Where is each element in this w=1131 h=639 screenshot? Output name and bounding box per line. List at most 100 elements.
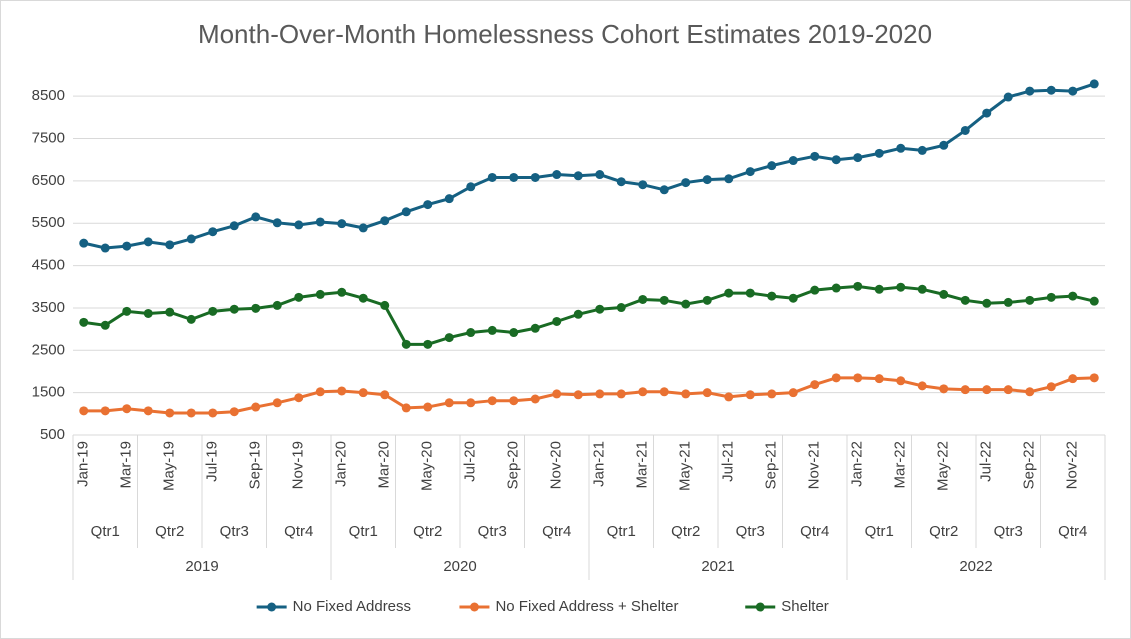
data-point [681,178,691,188]
data-point [1046,85,1056,95]
x-tick-label: Jul-19 [204,441,221,482]
data-point [509,172,519,182]
data-point [982,108,992,118]
data-point [165,307,175,317]
quarter-label: Qtr1 [349,523,378,540]
x-tick-label: May-20 [419,441,436,491]
data-point [702,175,712,185]
data-point [1025,387,1035,397]
data-point [1089,373,1099,383]
data-point [788,293,798,303]
data-point [186,234,196,244]
data-point [1046,292,1056,302]
data-point [831,283,841,293]
data-point [724,392,734,402]
quarter-label: Qtr2 [671,523,700,540]
data-point [337,287,347,297]
data-point [444,398,454,408]
data-point [767,291,777,301]
data-point [165,408,175,418]
data-point [401,339,411,349]
data-point [788,388,798,398]
year-label: 2021 [701,558,734,575]
data-point [272,300,282,310]
x-tick-label: Sep-22 [1021,441,1038,489]
data-point [294,220,304,230]
y-tick-label: 1500 [32,384,65,401]
data-point [122,241,132,251]
data-point [1068,86,1078,96]
data-point [208,227,218,237]
data-point [100,243,110,253]
data-point [1089,79,1099,89]
data-point [315,387,325,397]
data-point [573,309,583,319]
data-point [251,402,261,412]
data-point [638,180,648,190]
data-point [487,172,497,182]
data-point [208,408,218,418]
data-point [917,145,927,155]
data-point [853,153,863,163]
data-point [831,155,841,165]
data-point [1025,86,1035,96]
year-label: 2020 [443,558,476,575]
legend-label: No Fixed Address + Shelter [495,598,678,615]
data-point [960,295,970,305]
data-point [573,171,583,181]
year-label: 2022 [959,558,992,575]
data-point [1089,296,1099,306]
data-point [659,185,669,195]
quarter-label: Qtr1 [607,523,636,540]
quarter-label: Qtr3 [736,523,765,540]
data-point [702,388,712,398]
data-point [358,223,368,233]
y-tick-label: 3500 [32,299,65,316]
data-point [982,385,992,395]
quarter-label: Qtr4 [800,523,829,540]
chart-title: Month-Over-Month Homelessness Cohort Est… [198,19,932,49]
data-point [960,385,970,395]
x-tick-label: Jan-22 [849,441,866,487]
legend-marker [755,602,765,612]
data-point [616,389,626,399]
x-tick-label: Mar-19 [118,441,135,489]
x-tick-label: Mar-20 [376,441,393,489]
quarter-label: Qtr4 [1058,523,1087,540]
data-point [380,300,390,310]
data-point [143,308,153,318]
data-point [1003,92,1013,102]
data-point [1046,382,1056,392]
data-point [939,140,949,150]
data-point [509,328,519,338]
x-tick-label: Sep-19 [247,441,264,489]
data-point [552,389,562,399]
data-point [487,325,497,335]
x-tick-label: Jan-20 [333,441,350,487]
x-tick-label: Jan-21 [591,441,608,487]
data-point [552,170,562,180]
quarter-label: Qtr3 [220,523,249,540]
data-point [1003,297,1013,307]
x-tick-label: Jul-22 [978,441,995,482]
data-point [294,292,304,302]
data-point [208,306,218,316]
y-tick-label: 8500 [32,87,65,104]
data-point [810,285,820,295]
data-point [530,394,540,404]
y-tick-label: 500 [40,426,65,443]
data-point [939,289,949,299]
x-tick-label: Sep-21 [763,441,780,489]
data-point [380,390,390,400]
data-point [186,408,196,418]
x-tick-label: Sep-20 [505,441,522,489]
data-point [315,217,325,227]
data-point [122,306,132,316]
data-point [573,390,583,400]
y-tick-label: 6500 [32,172,65,189]
x-tick-label: Jul-21 [720,441,737,482]
data-point [595,170,605,180]
data-point [810,380,820,390]
data-point [874,148,884,158]
data-point [939,384,949,394]
